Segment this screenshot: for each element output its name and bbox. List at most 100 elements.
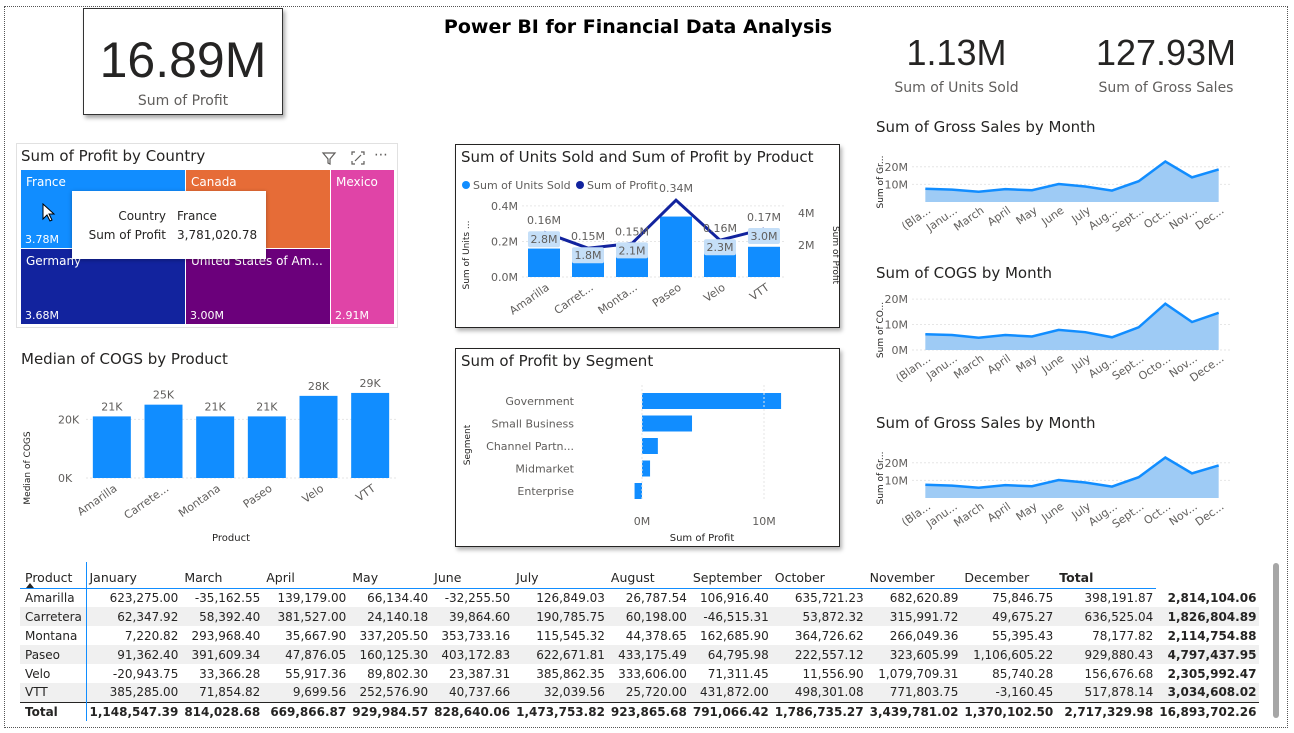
table-cell: 160,125.30 [349, 645, 432, 664]
segment-visual[interactable]: Sum of Profit by Segment Government Small… [455, 348, 840, 547]
table-cell: 364,726.62 [794, 628, 864, 643]
legend-item: Sum of Profit [587, 179, 659, 192]
bar [144, 404, 183, 478]
report-canvas [4, 6, 1288, 728]
profit-label-bg [528, 231, 560, 248]
legend-marker [462, 181, 470, 189]
combo-visual[interactable]: Sum of Units Sold and Sum of Profit by P… [455, 144, 840, 328]
table-cell: 2,814,104.06 [1167, 590, 1257, 605]
data-label: 21K [256, 400, 278, 413]
table-row[interactable]: Velo -20,943.75 33,366.28 55,917.36 89,802.3… [20, 664, 1259, 683]
column-header[interactable]: June [431, 562, 514, 589]
table-cell: 26,787.54 [625, 590, 687, 605]
table-cell: 1,079,709.31 [878, 666, 959, 681]
report-title: Power BI for Financial Data Analysis [443, 16, 833, 38]
treemap-tooltip: Country France Sum of Profit 3,781,020.7… [72, 191, 266, 259]
total-cell: 1,370,102.50 [961, 701, 1057, 721]
profit-data-label: 3.0M [751, 230, 778, 243]
gross-sales-month-title-1: Sum of Gross Sales by Month [876, 118, 1096, 136]
table-cell: 498,301.08 [771, 683, 867, 702]
y-tick-label: 10M [885, 178, 909, 191]
table-cell: 11,556.90 [802, 666, 864, 681]
total-cell: 1,786,735.27 [771, 701, 867, 721]
column-header[interactable]: July [513, 562, 608, 589]
profit-data-label: 2.1M [619, 244, 646, 257]
y-tick-label: Enterprise [517, 485, 574, 498]
column-header[interactable]: April [263, 562, 350, 589]
gross-kpi-card[interactable]: 127.93M Sum of Gross Sales [1090, 32, 1242, 96]
column-header[interactable]: August [607, 562, 690, 589]
table-row[interactable]: Paseo 91,362.40 391,609.34 47,876.05 160,125… [20, 645, 1260, 664]
y-tick-label: Small Business [491, 418, 574, 431]
area-line [925, 302, 1220, 340]
table-cell: 40,737.66 [431, 683, 514, 702]
x-tick-label: VTT [747, 281, 772, 304]
median-cogs-title: Median of COGS by Product [21, 350, 228, 368]
median-cogs-visual[interactable]: Median of COGS by Product 0K 20K Median of… [16, 345, 406, 545]
table-cell: 222,557.12 [771, 645, 867, 664]
bar [247, 416, 286, 478]
x-tick-label: Nov... [1167, 204, 1200, 232]
column-header[interactable]: Total [1056, 562, 1157, 589]
units-data-label: 0.16M [703, 222, 737, 235]
matrix-scrollbar[interactable] [1273, 563, 1279, 718]
gross-sales-month-visual-2[interactable]: Sum of Gross Sales by Month 20M 10M Sum of… [872, 412, 1252, 542]
treemap-cell-united-states[interactable]: United States of Am... 3.00M [186, 249, 330, 324]
cogs-month-visual[interactable]: Sum of COGS by Month 20M 10M 0M Sum of CO..… [872, 262, 1252, 392]
bar [351, 392, 390, 478]
row-header: Paseo [20, 645, 87, 664]
focus-mode-icon[interactable] [350, 150, 366, 166]
column-header[interactable]: Product [20, 562, 87, 589]
units-kpi-card[interactable]: 1.13M Sum of Units Sold [884, 32, 1029, 96]
total-label: Total [20, 701, 87, 721]
y-tick-label: 0.0M [491, 271, 518, 284]
column-header[interactable]: November [866, 562, 962, 589]
profit-matrix-table[interactable]: Product January March April May June July Augus… [20, 562, 1260, 721]
column-header[interactable]: May [349, 562, 432, 589]
table-cell: -35,162.55 [194, 590, 261, 605]
table-cell: 156,676.68 [1084, 666, 1154, 681]
table-cell: 266,049.36 [889, 628, 959, 643]
data-label: 21K [101, 400, 123, 413]
table-cell: 4,797,437.95 [1156, 645, 1260, 664]
gross-sales-month-visual-1[interactable]: Sum of Gross Sales by Month 20M 10M Sum of… [872, 116, 1252, 246]
y-axis-label: Sum of Gr... [876, 155, 886, 208]
y-axis-label: Sum of Gr... [876, 451, 886, 504]
sort-ascending-icon[interactable] [26, 582, 34, 588]
column-header[interactable]: September [689, 562, 772, 589]
table-cell: 771,803.75 [866, 683, 962, 702]
units-data-label: 0.34M [659, 182, 693, 195]
table-cell: 7,220.82 [124, 628, 179, 643]
table-row[interactable]: VTT 385,285.00 71,854.82 9,699.56 252,576.90… [20, 683, 1260, 702]
more-options-icon[interactable]: ⋯ [374, 147, 388, 163]
treemap-cell-germany[interactable]: Germany 3.68M [21, 249, 185, 324]
data-label: 28K [308, 380, 330, 393]
table-cell: 431,872.00 [689, 683, 772, 702]
filter-icon[interactable] [321, 150, 337, 166]
profit-kpi-card[interactable]: 16.89M Sum of Profit [83, 8, 283, 115]
total-cell: 1,473,753.82 [513, 701, 608, 721]
column-header[interactable]: December [961, 562, 1057, 589]
median-cogs-chart: 0K 20K Median of COGS 21K Amarilla 25K Carrete… [23, 377, 396, 544]
bar [642, 460, 651, 477]
table-row[interactable]: Amarilla 623,275.00 -35,162.55 139,179.00 66… [20, 588, 1259, 607]
x-axis-label: Product [212, 533, 250, 544]
table-row[interactable]: Carretera 62,347.92 58,392.40 381,527.00 24,… [20, 607, 1260, 626]
column-header[interactable]: January [86, 562, 182, 589]
profit-kpi-value: 16.89M [99, 32, 267, 88]
bar [642, 415, 693, 432]
treemap-cell-mexico[interactable]: Mexico 2.91M [331, 170, 394, 324]
x-tick-label: April [985, 500, 1013, 525]
area-line [925, 160, 1220, 194]
column-header[interactable]: March [181, 562, 264, 589]
y-tick-label: Government [505, 395, 574, 408]
row-header: Carretera [20, 607, 87, 626]
column-header[interactable]: October [771, 562, 867, 589]
table-row[interactable]: Montana 7,220.82 293,968.40 35,667.90 337,20… [20, 626, 1259, 645]
table-cell: 49,675.27 [961, 607, 1057, 626]
x-tick-label: Dec... [1193, 500, 1226, 529]
units-data-label: 0.16M [527, 214, 561, 227]
row-header: Montana [20, 626, 87, 645]
